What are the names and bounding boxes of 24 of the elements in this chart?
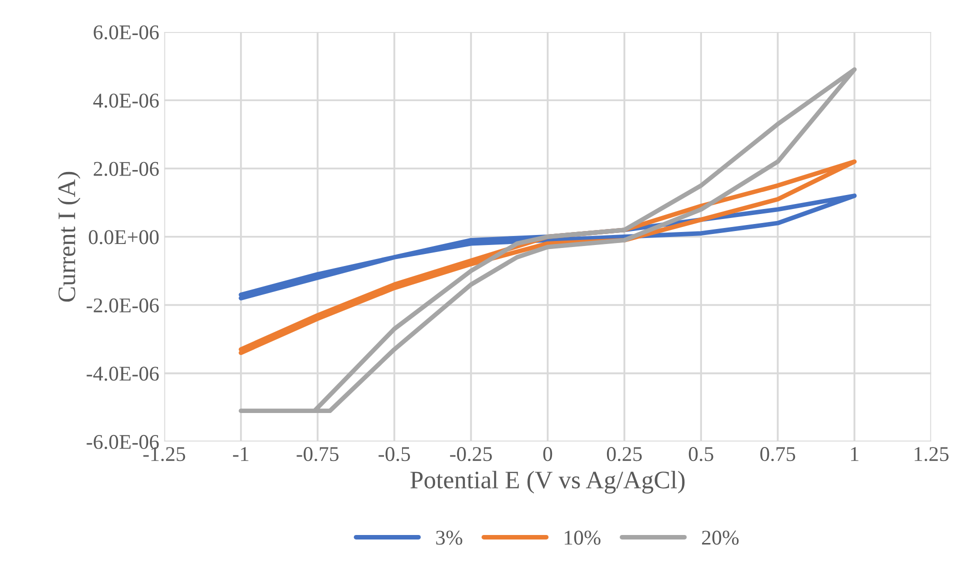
x-tick-label: -1 [233, 447, 248, 461]
y-tick-label: -2.0E-06 [86, 298, 159, 313]
x-tick-label: -1.25 [143, 447, 186, 462]
y-tick-label: 2.0E-06 [94, 162, 159, 176]
x-tick-label: 0.5 [688, 447, 714, 462]
y-tick-label: 6.0E-06 [94, 25, 159, 40]
x-tick-label: 0 [543, 447, 552, 462]
y-tick-label: 0.0E+00 [88, 230, 159, 244]
y-tick-label: -6.0E-06 [86, 434, 159, 450]
y-axis-title: Current I (A) [58, 172, 80, 302]
legend-label: 10% [564, 530, 600, 545]
line-series [238, 67, 857, 414]
x-tick-label: 0.25 [606, 447, 642, 462]
y-tick-label: -4.0E-06 [86, 366, 159, 381]
x-tick-label: -0.5 [378, 447, 410, 462]
x-tick-label: -0.25 [450, 447, 492, 462]
x-tick-label: -0.75 [296, 447, 339, 462]
x-tick-label: 0.75 [760, 447, 796, 462]
x-tick-label: 1.25 [914, 447, 949, 462]
legend-label: 20% [702, 530, 739, 545]
y-tick-label: 4.0E-06 [93, 94, 159, 108]
legend-label: 3% [436, 530, 462, 545]
x-tick-label: 1 [851, 447, 858, 461]
x-axis-title: Potential E (V vs Ag/AgCl) [410, 470, 685, 494]
